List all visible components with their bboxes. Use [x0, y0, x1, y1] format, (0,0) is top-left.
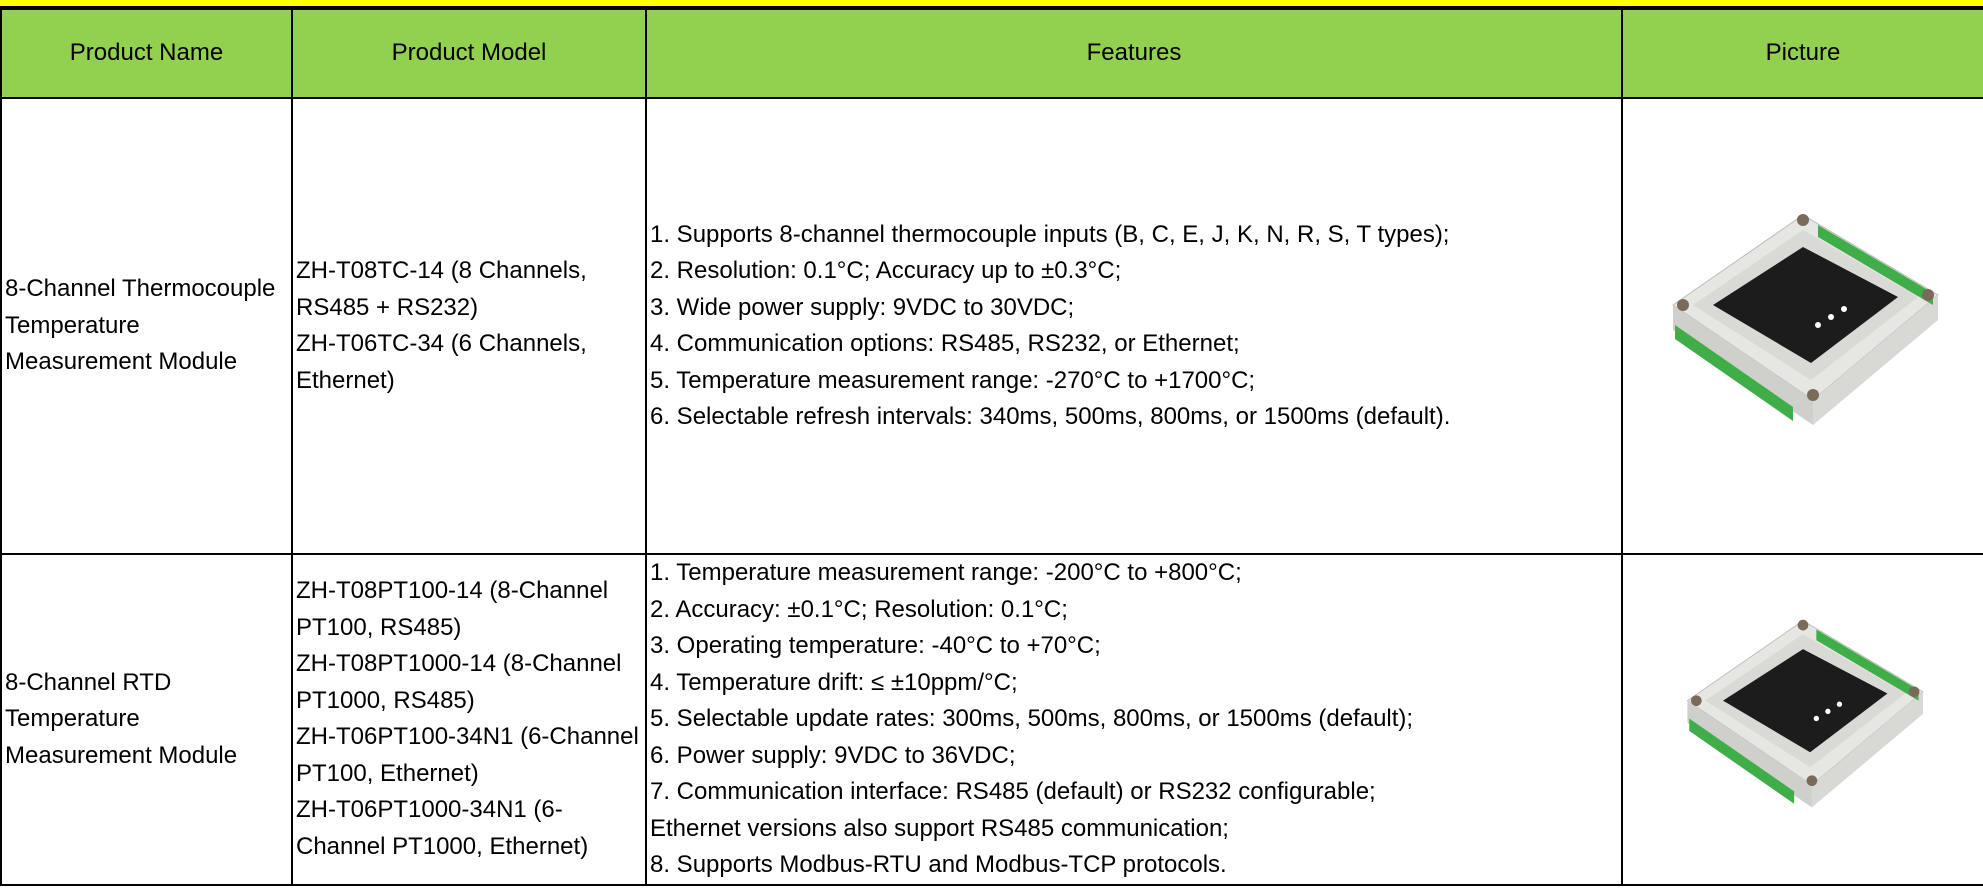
- yellow-band: [0, 0, 1983, 8]
- feature-line: 1. Supports 8-channel thermocouple input…: [650, 217, 1618, 254]
- module-part: [1815, 322, 1821, 328]
- product-features: 1. Supports 8-channel thermocouple input…: [646, 98, 1622, 554]
- product-name: 8-Channel RTD Temperature Measurement Mo…: [1, 554, 292, 885]
- model-line: ZH-T08PT100-14 (8-Channel PT100, RS485): [296, 573, 642, 646]
- product-name: 8-Channel Thermocouple Temperature Measu…: [1, 98, 292, 554]
- feature-line: 6. Power supply: 9VDC to 36VDC;: [650, 738, 1618, 775]
- feature-line: 2. Accuracy: ±0.1°C; Resolution: 0.1°C;: [650, 592, 1618, 629]
- module-part: [1828, 314, 1834, 320]
- product-models: ZH-T08TC-14 (8 Channels, RS485 + RS232)Z…: [292, 98, 646, 554]
- feature-line: 3. Wide power supply: 9VDC to 30VDC;: [650, 290, 1618, 327]
- product-picture: [1622, 554, 1983, 885]
- module-image: [1668, 594, 1938, 834]
- module-part: [1807, 775, 1818, 786]
- feature-line: 7. Communication interface: RS485 (defau…: [650, 774, 1618, 811]
- feature-line: 2. Resolution: 0.1°C; Accuracy up to ±0.…: [650, 253, 1618, 290]
- column-header: Product Name: [1, 9, 292, 98]
- product-row: 8-Channel Thermocouple Temperature Measu…: [1, 98, 1983, 554]
- feature-line: 8. Supports Modbus-RTU and Modbus-TCP pr…: [650, 847, 1618, 884]
- model-line: ZH-T06PT1000-34N1 (6-Channel PT1000, Eth…: [296, 792, 642, 865]
- feature-line: 1. Temperature measurement range: -200°C…: [650, 555, 1618, 592]
- feature-line: 5. Temperature measurement range: -270°C…: [650, 363, 1618, 400]
- model-line: ZH-T06TC-34 (6 Channels, Ethernet): [296, 326, 642, 399]
- feature-line: 4. Temperature drift: ≤ ±10ppm/°C;: [650, 665, 1618, 702]
- model-line: ZH-T08PT1000-14 (8-Channel PT1000, RS485…: [296, 646, 642, 719]
- model-line: ZH-T06PT100-34N1 (6-Channel PT100, Ether…: [296, 719, 642, 792]
- feature-line: 5. Selectable update rates: 300ms, 500ms…: [650, 701, 1618, 738]
- product-features: 1. Temperature measurement range: -200°C…: [646, 554, 1622, 885]
- module-part: [1825, 708, 1830, 713]
- module-part: [1677, 299, 1689, 311]
- column-header: Features: [646, 9, 1622, 98]
- body: Product Name Product Model Features Pict…: [0, 0, 1983, 888]
- feature-line: 4. Communication options: RS485, RS232, …: [650, 326, 1618, 363]
- module-part: [1837, 701, 1842, 706]
- page: Temperature Measurement Modules {"header…: [0, 0, 1983, 888]
- header-row: Product Name Product Model Features Pict…: [1, 9, 1983, 98]
- product-row: 8-Channel RTD Temperature Measurement Mo…: [1, 554, 1983, 885]
- module-image: [1653, 185, 1953, 455]
- product-picture: [1622, 98, 1983, 554]
- product-models: ZH-T08PT100-14 (8-Channel PT100, RS485)Z…: [292, 554, 646, 885]
- module-part: [1798, 619, 1809, 630]
- module-part: [1909, 686, 1920, 697]
- module-part: [1814, 715, 1819, 720]
- module-part: [1797, 214, 1809, 226]
- feature-line: Ethernet versions also support RS485 com…: [650, 811, 1618, 848]
- feature-line: 6. Selectable refresh intervals: 340ms, …: [650, 399, 1618, 436]
- module-part: [1807, 389, 1819, 401]
- product-table: Product Name Product Model Features Pict…: [0, 8, 1983, 886]
- module-part: [1691, 695, 1702, 706]
- module-part: [1841, 306, 1847, 312]
- feature-line: 3. Operating temperature: -40°C to +70°C…: [650, 628, 1618, 665]
- module-part: [1922, 289, 1934, 301]
- model-line: ZH-T08TC-14 (8 Channels, RS485 + RS232): [296, 253, 642, 326]
- column-header: Product Model: [292, 9, 646, 98]
- column-header: Picture: [1622, 9, 1983, 98]
